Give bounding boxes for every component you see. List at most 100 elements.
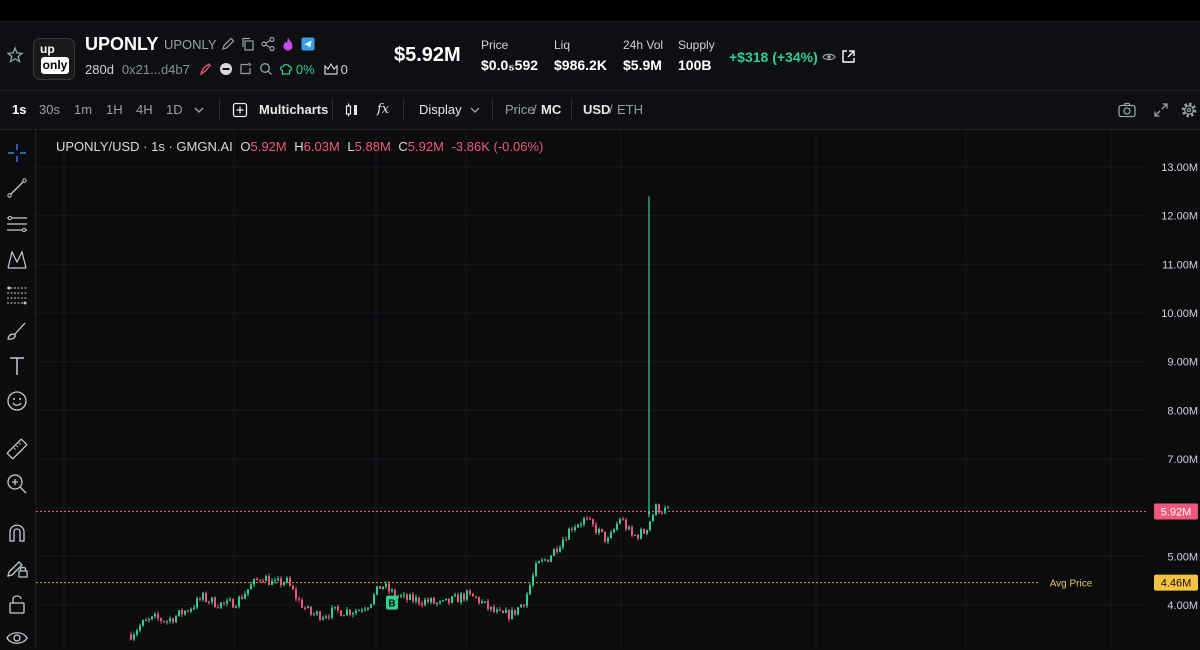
lock-pencil-icon[interactable] bbox=[5, 556, 29, 580]
ruler-icon[interactable] bbox=[5, 437, 29, 461]
candle-body bbox=[136, 630, 138, 635]
candle-body bbox=[514, 609, 516, 615]
candle-body bbox=[586, 518, 588, 520]
avg-price-tag-label: 4.46M bbox=[1161, 578, 1192, 590]
tf-4h[interactable]: 4H bbox=[136, 102, 153, 117]
copy-icon[interactable] bbox=[240, 36, 256, 52]
pattern-icon[interactable] bbox=[5, 248, 29, 272]
candle-body bbox=[319, 611, 321, 620]
candle-body bbox=[406, 594, 408, 600]
token-address[interactable]: 0x21...d4b7 bbox=[121, 61, 190, 77]
candle-body bbox=[199, 598, 201, 600]
candle-body bbox=[520, 604, 522, 608]
vol-value: $5.9M bbox=[623, 57, 662, 73]
candle-body bbox=[202, 593, 204, 600]
candle-body bbox=[469, 590, 471, 594]
candle-body bbox=[241, 596, 243, 599]
eye-icon[interactable] bbox=[822, 50, 836, 64]
camera-icon[interactable] bbox=[1117, 101, 1137, 119]
add-chart-icon[interactable] bbox=[232, 102, 248, 118]
candle-body bbox=[376, 586, 378, 595]
price-axis[interactable]: 13.00M12.00M11.00M10.00M9.00M8.00M7.00M6… bbox=[1146, 130, 1200, 649]
candle-body bbox=[157, 614, 159, 619]
zoom-in-icon[interactable] bbox=[5, 472, 29, 496]
candle-body bbox=[133, 634, 135, 640]
token-age: 280d bbox=[85, 61, 114, 77]
candle-body bbox=[163, 620, 165, 622]
candle-body bbox=[463, 593, 465, 600]
emoji-icon[interactable] bbox=[5, 389, 29, 413]
candle-body bbox=[352, 613, 354, 615]
candle-body bbox=[259, 579, 261, 581]
star-icon[interactable] bbox=[6, 46, 24, 64]
display-chevron-icon[interactable] bbox=[469, 105, 481, 115]
tf-1m[interactable]: 1m bbox=[74, 102, 93, 117]
text-tool-icon[interactable] bbox=[5, 354, 29, 378]
current-price-tag bbox=[1154, 503, 1198, 520]
y-tick-label: 7.00M bbox=[1167, 454, 1198, 466]
candle-body bbox=[427, 599, 429, 603]
candle-body bbox=[475, 596, 477, 598]
legend-low-value: 5.88M bbox=[354, 139, 391, 154]
candle-body bbox=[613, 529, 615, 533]
gear-icon[interactable] bbox=[1180, 101, 1198, 119]
candle-body bbox=[211, 597, 213, 603]
candle-body bbox=[217, 607, 219, 609]
candle-body bbox=[403, 594, 405, 596]
fullscreen-icon[interactable] bbox=[1153, 102, 1169, 118]
candle-body bbox=[661, 512, 663, 514]
candle-body bbox=[565, 539, 567, 541]
candle-body bbox=[493, 606, 495, 612]
y-tick-label: 10.00M bbox=[1161, 308, 1198, 320]
price-chart[interactable]: Avg Price B bbox=[36, 130, 1146, 649]
lock-icon[interactable] bbox=[5, 592, 29, 616]
candle-body bbox=[160, 618, 162, 621]
usd-toggle[interactable]: USD bbox=[583, 102, 611, 117]
candle-body bbox=[184, 610, 186, 615]
chevron-down-icon[interactable] bbox=[193, 105, 205, 115]
share-icon[interactable] bbox=[260, 36, 276, 52]
edit-icon[interactable] bbox=[220, 36, 236, 52]
eth-toggle[interactable]: ETH bbox=[617, 102, 643, 117]
candle-body bbox=[604, 531, 606, 542]
candle-body bbox=[172, 618, 174, 623]
indicators-button[interactable]: fx bbox=[377, 102, 390, 117]
candle-body bbox=[439, 601, 441, 603]
mc-toggle[interactable]: MC bbox=[541, 102, 562, 117]
multicharts-button[interactable]: Multicharts bbox=[259, 102, 329, 117]
legend-high-value: 6.03M bbox=[303, 139, 340, 154]
candle-body bbox=[616, 523, 618, 530]
candles-icon[interactable] bbox=[344, 102, 360, 118]
external-link-icon[interactable] bbox=[841, 49, 856, 64]
chat-icon[interactable] bbox=[239, 62, 253, 76]
display-button[interactable]: Display bbox=[419, 102, 462, 117]
candle-body bbox=[349, 609, 351, 615]
candle-body bbox=[628, 526, 630, 530]
legend-close-value: 5.92M bbox=[407, 139, 444, 154]
candle-body bbox=[556, 548, 558, 552]
telegram-icon[interactable] bbox=[300, 36, 316, 52]
eye-toggle-icon[interactable] bbox=[5, 626, 29, 650]
search-icon[interactable] bbox=[259, 62, 273, 76]
trendline-icon[interactable] bbox=[5, 176, 29, 200]
tf-1d[interactable]: 1D bbox=[166, 102, 183, 117]
y-tick-label: 12.00M bbox=[1161, 211, 1198, 223]
candle-body bbox=[205, 593, 207, 602]
candle-body bbox=[568, 528, 570, 540]
brush-icon[interactable] bbox=[5, 319, 29, 343]
token-symbol: UPONLY bbox=[85, 34, 159, 54]
tf-1h[interactable]: 1H bbox=[106, 102, 123, 117]
horizontal-lines-icon[interactable] bbox=[5, 212, 29, 236]
magnet-icon[interactable] bbox=[5, 521, 29, 545]
price-toggle[interactable]: Price bbox=[505, 102, 535, 117]
crosshair-icon[interactable] bbox=[5, 141, 29, 165]
pen-icon bbox=[199, 63, 211, 76]
fib-levels-icon[interactable] bbox=[5, 283, 29, 307]
y-tick-label: 13.00M bbox=[1161, 162, 1198, 174]
candle-body bbox=[190, 608, 192, 612]
tf-1s[interactable]: 1s bbox=[12, 102, 27, 117]
candle-body bbox=[622, 519, 624, 521]
tf-30s[interactable]: 30s bbox=[39, 102, 60, 117]
candle-body bbox=[643, 529, 645, 534]
y-tick-label: 9.00M bbox=[1167, 357, 1198, 369]
